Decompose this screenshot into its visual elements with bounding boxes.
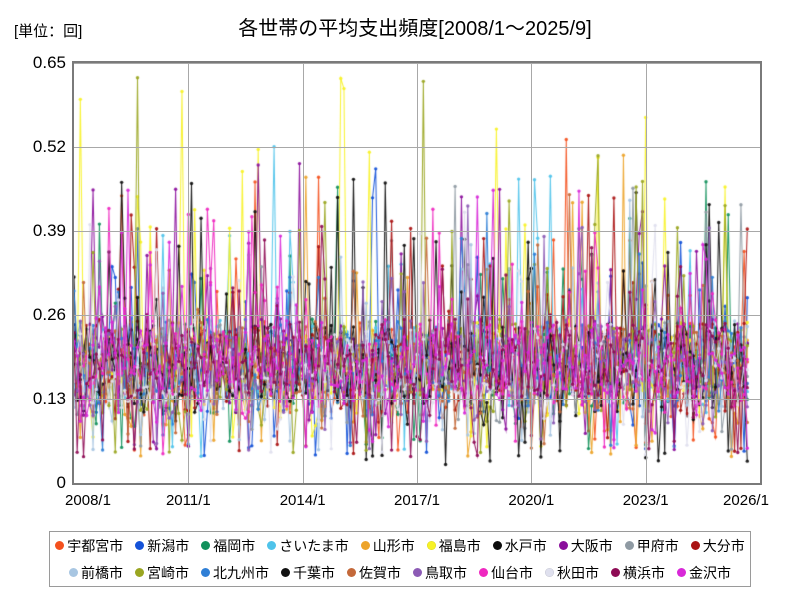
- legend-marker-dot-icon: [360, 541, 370, 550]
- legend-marker-dot-icon: [545, 568, 554, 577]
- legend-marker-dot-icon: [281, 568, 290, 577]
- chart-title: 各世帯の平均支出頻度[2008/1～2025/9]: [238, 18, 592, 40]
- gridline-vertical: [645, 63, 647, 483]
- legend-marker-dot-icon: [624, 541, 634, 550]
- y-tick-label: 0.26: [32, 305, 66, 324]
- legend-item[interactable]: 北九州市: [201, 566, 269, 580]
- legend-marker-dot-icon: [479, 568, 488, 577]
- legend-label: 甲府市: [636, 537, 679, 554]
- legend-label: さいたま市: [279, 537, 349, 554]
- x-tick-label: 2020/1: [508, 492, 555, 509]
- legend-item[interactable]: 甲府市: [624, 537, 679, 554]
- legend-item[interactable]: 宇都宮市: [55, 539, 123, 553]
- legend-label: 水戸市: [504, 537, 547, 554]
- legend-item[interactable]: 山形市: [360, 537, 415, 554]
- y-tick-label: 0: [56, 473, 66, 492]
- legend-label: 前橋市: [81, 564, 123, 581]
- legend-item[interactable]: 金沢市: [677, 566, 731, 580]
- legend-label: 福岡市: [213, 537, 256, 554]
- legend-item[interactable]: 横浜市: [611, 566, 665, 580]
- legend-marker-dot-icon: [135, 541, 145, 550]
- legend-label: 仙台市: [491, 564, 533, 581]
- legend-label: 宇都宮市: [67, 537, 124, 554]
- legend-item[interactable]: 宮崎市: [135, 566, 189, 580]
- legend-label: 千葉市: [293, 564, 335, 581]
- legend-item[interactable]: 大分市: [690, 537, 745, 554]
- x-tick-label: 2014/1: [279, 492, 326, 509]
- legend-marker-dot-icon: [55, 541, 65, 550]
- legend-marker-dot-icon: [267, 541, 277, 550]
- legend-marker-dot-icon: [135, 568, 144, 577]
- y-tick-label: 0.13: [32, 389, 66, 408]
- legend-label: 鳥取市: [425, 564, 467, 581]
- gridline-vertical: [531, 63, 533, 483]
- legend-row: 前橋市 宮崎市 北九州市 千葉市 佐賀市 鳥取市 仙台市 秋田市 横浜市 金沢市: [50, 559, 750, 586]
- legend-marker-dot-icon: [69, 568, 78, 577]
- legend-label: 大阪市: [570, 537, 613, 554]
- legend-item[interactable]: 鳥取市: [413, 566, 467, 580]
- legend-item[interactable]: 新潟市: [135, 539, 189, 553]
- legend-item[interactable]: さいたま市: [267, 539, 349, 553]
- legend-label: 秋田市: [557, 564, 599, 581]
- legend-marker-dot-icon: [347, 568, 356, 577]
- gridline-vertical: [302, 63, 304, 483]
- legend-item[interactable]: 前橋市: [69, 566, 123, 580]
- legend-marker-dot-icon: [690, 541, 700, 550]
- legend-item[interactable]: 福島市: [426, 537, 481, 554]
- legend-marker-dot-icon: [611, 568, 620, 577]
- legend-label: 北九州市: [213, 564, 269, 581]
- legend-item[interactable]: 大阪市: [558, 537, 613, 554]
- legend-item[interactable]: 秋田市: [545, 566, 599, 580]
- legend-item[interactable]: 水戸市: [492, 537, 547, 554]
- y-tick-label: 0.65: [32, 53, 66, 72]
- x-tick-label: 2017/1: [394, 492, 440, 509]
- x-tick-label: 2026/1: [723, 492, 769, 509]
- legend-label: 山形市: [372, 537, 415, 554]
- legend-label: 佐賀市: [359, 564, 401, 581]
- legend-item[interactable]: 仙台市: [479, 566, 533, 580]
- legend-row: 宇都宮市 新潟市 福岡市 さいたま市 山形市 福島市 水戸市 大阪市 甲府市 大分市: [50, 532, 750, 559]
- legend-label: 横浜市: [623, 564, 665, 581]
- x-tick-label: 2011/1: [165, 492, 211, 509]
- plot-area: [72, 61, 762, 485]
- legend-label: 金沢市: [689, 564, 731, 581]
- legend-label: 大分市: [702, 537, 745, 554]
- y-tick-label: 0.39: [32, 221, 66, 240]
- legend-marker-dot-icon: [413, 568, 422, 577]
- legend-label: 福島市: [438, 537, 481, 554]
- legend-marker-dot-icon: [558, 541, 568, 550]
- legend-marker-dot-icon: [201, 568, 210, 577]
- legend-item[interactable]: 福岡市: [201, 539, 255, 553]
- unit-label: [単位：回]: [14, 23, 83, 40]
- legend-label: 新潟市: [147, 537, 190, 554]
- gridline-vertical: [417, 63, 418, 483]
- gridline-vertical: [188, 63, 190, 483]
- x-tick-label: 2008/1: [65, 492, 111, 509]
- legend-marker-dot-icon: [492, 541, 502, 550]
- legend-marker-dot-icon: [201, 541, 211, 550]
- legend-item[interactable]: 千葉市: [281, 566, 335, 580]
- legend-item[interactable]: 佐賀市: [347, 566, 401, 580]
- y-tick-label: 0.52: [32, 137, 66, 156]
- legend-marker-dot-icon: [426, 541, 436, 550]
- chart-legend: 宇都宮市 新潟市 福岡市 さいたま市 山形市 福島市 水戸市 大阪市 甲府市 大分市前橋市 宮崎市 北…: [49, 531, 751, 587]
- x-tick-label: 2023/1: [622, 492, 669, 509]
- legend-label: 宮崎市: [147, 564, 189, 581]
- legend-marker-dot-icon: [677, 568, 686, 577]
